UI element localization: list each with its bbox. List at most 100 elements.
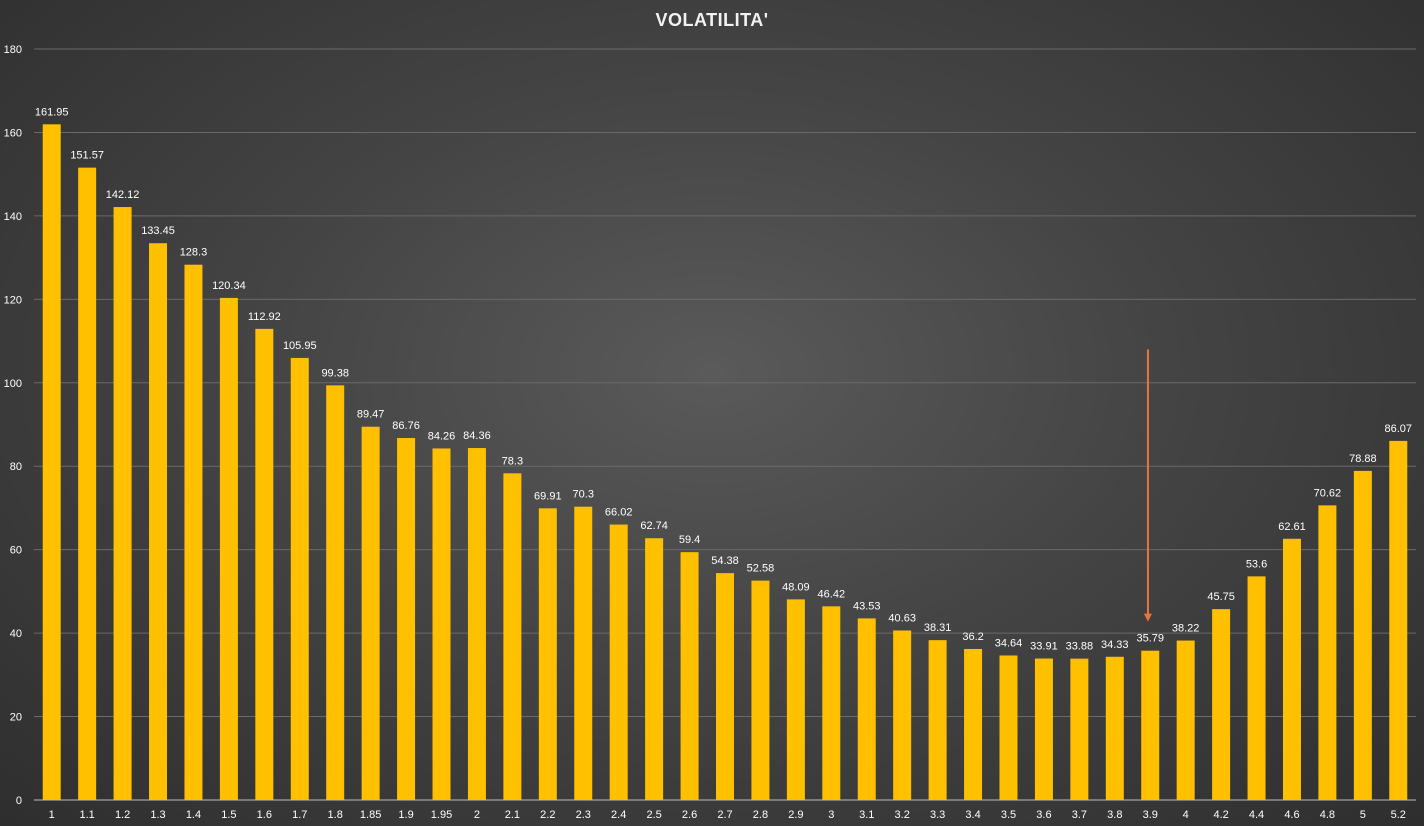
bar bbox=[467, 448, 486, 800]
data-label: 36.2 bbox=[962, 631, 983, 643]
data-label: 46.42 bbox=[818, 588, 846, 600]
x-tick-label: 1.2 bbox=[115, 809, 130, 821]
data-label: 38.22 bbox=[1172, 623, 1200, 635]
y-tick-label: 160 bbox=[4, 127, 22, 139]
data-label: 62.61 bbox=[1278, 521, 1306, 533]
data-label: 128.3 bbox=[180, 247, 208, 259]
x-tick-label: 1 bbox=[49, 809, 55, 821]
bar bbox=[999, 655, 1018, 800]
data-label: 53.6 bbox=[1246, 558, 1267, 570]
bar bbox=[822, 606, 841, 800]
bar bbox=[751, 580, 770, 800]
data-label: 84.36 bbox=[463, 430, 491, 442]
data-label: 59.4 bbox=[679, 534, 700, 546]
bar bbox=[1176, 640, 1195, 800]
x-tick-label: 2.6 bbox=[682, 809, 697, 821]
data-label: 112.92 bbox=[248, 311, 281, 323]
data-label: 151.57 bbox=[70, 150, 104, 162]
data-label: 70.62 bbox=[1314, 487, 1342, 499]
x-tick-label: 4.8 bbox=[1320, 809, 1335, 821]
data-label: 33.91 bbox=[1030, 641, 1058, 653]
y-tick-label: 20 bbox=[10, 712, 22, 724]
annotation-arrow-head bbox=[1143, 613, 1152, 622]
data-label: 33.88 bbox=[1066, 641, 1094, 653]
bar bbox=[1105, 656, 1124, 800]
x-tick-label: 2 bbox=[474, 809, 480, 821]
bar bbox=[574, 506, 593, 800]
bar bbox=[609, 524, 628, 800]
y-tick-label: 80 bbox=[10, 461, 22, 473]
x-tick-label: 1.5 bbox=[221, 809, 236, 821]
x-tick-label: 5 bbox=[1360, 809, 1366, 821]
data-label: 78.88 bbox=[1349, 453, 1377, 465]
x-tick-label: 3.5 bbox=[1001, 809, 1016, 821]
data-label: 54.38 bbox=[711, 555, 739, 567]
x-tick-label: 2.7 bbox=[717, 809, 732, 821]
x-tick-label: 3.8 bbox=[1107, 809, 1122, 821]
bar bbox=[857, 618, 876, 800]
x-tick-label: 1.7 bbox=[292, 809, 307, 821]
bar bbox=[538, 508, 557, 800]
bar bbox=[786, 599, 805, 800]
data-label: 34.33 bbox=[1101, 639, 1129, 651]
x-tick-label: 5.2 bbox=[1391, 809, 1406, 821]
bar bbox=[432, 448, 451, 800]
x-tick-label: 2.5 bbox=[646, 809, 661, 821]
y-tick-label: 180 bbox=[4, 44, 22, 56]
x-tick-label: 2.2 bbox=[540, 809, 555, 821]
data-label: 120.34 bbox=[212, 280, 246, 292]
y-tick-label: 40 bbox=[10, 628, 22, 640]
bar bbox=[78, 167, 97, 800]
bar bbox=[1353, 470, 1372, 800]
bar bbox=[326, 385, 345, 800]
bar bbox=[290, 357, 309, 800]
x-tick-label: 2.3 bbox=[576, 809, 591, 821]
data-label: 86.76 bbox=[392, 420, 420, 432]
bar bbox=[716, 573, 734, 800]
data-label: 40.63 bbox=[888, 612, 916, 624]
bar bbox=[255, 328, 274, 800]
bar bbox=[645, 538, 664, 800]
data-label: 45.75 bbox=[1207, 591, 1235, 603]
x-tick-label: 3.1 bbox=[859, 809, 874, 821]
x-tick-label: 2.8 bbox=[753, 809, 768, 821]
bar bbox=[1141, 650, 1160, 800]
x-tick-label: 3.2 bbox=[895, 809, 910, 821]
data-label: 161.95 bbox=[35, 106, 69, 118]
bar bbox=[1318, 505, 1337, 800]
x-tick-label: 3.6 bbox=[1036, 809, 1051, 821]
x-tick-label: 2.1 bbox=[505, 809, 520, 821]
x-tick-label: 1.4 bbox=[186, 809, 201, 821]
x-tick-label: 4.2 bbox=[1213, 809, 1228, 821]
x-tick-label: 1.95 bbox=[431, 809, 452, 821]
bar bbox=[1247, 576, 1266, 800]
data-label: 133.45 bbox=[141, 225, 175, 237]
y-tick-label: 0 bbox=[16, 795, 22, 807]
x-tick-label: 4.6 bbox=[1284, 809, 1299, 821]
data-label: 35.79 bbox=[1136, 633, 1164, 645]
bar bbox=[42, 124, 61, 801]
bar bbox=[1282, 538, 1301, 800]
x-tick-label: 3.9 bbox=[1143, 809, 1158, 821]
bar bbox=[149, 243, 168, 801]
x-tick-label: 4.4 bbox=[1249, 809, 1264, 821]
data-label: 84.26 bbox=[428, 430, 456, 442]
bar bbox=[219, 297, 238, 800]
data-label: 34.64 bbox=[995, 637, 1023, 649]
bar bbox=[680, 552, 699, 800]
x-tick-label: 3.4 bbox=[965, 809, 980, 821]
bar bbox=[1212, 609, 1231, 800]
x-tick-label: 1.1 bbox=[80, 809, 95, 821]
bar bbox=[361, 426, 380, 800]
x-tick-label: 4 bbox=[1183, 809, 1189, 821]
bar bbox=[1389, 440, 1408, 800]
data-label: 38.31 bbox=[924, 622, 952, 634]
data-label: 52.58 bbox=[747, 563, 775, 575]
x-tick-label: 1.85 bbox=[360, 809, 381, 821]
bar bbox=[184, 264, 203, 801]
x-tick-label: 1.9 bbox=[398, 809, 413, 821]
data-label: 48.09 bbox=[782, 581, 810, 593]
data-label: 43.53 bbox=[853, 600, 881, 612]
